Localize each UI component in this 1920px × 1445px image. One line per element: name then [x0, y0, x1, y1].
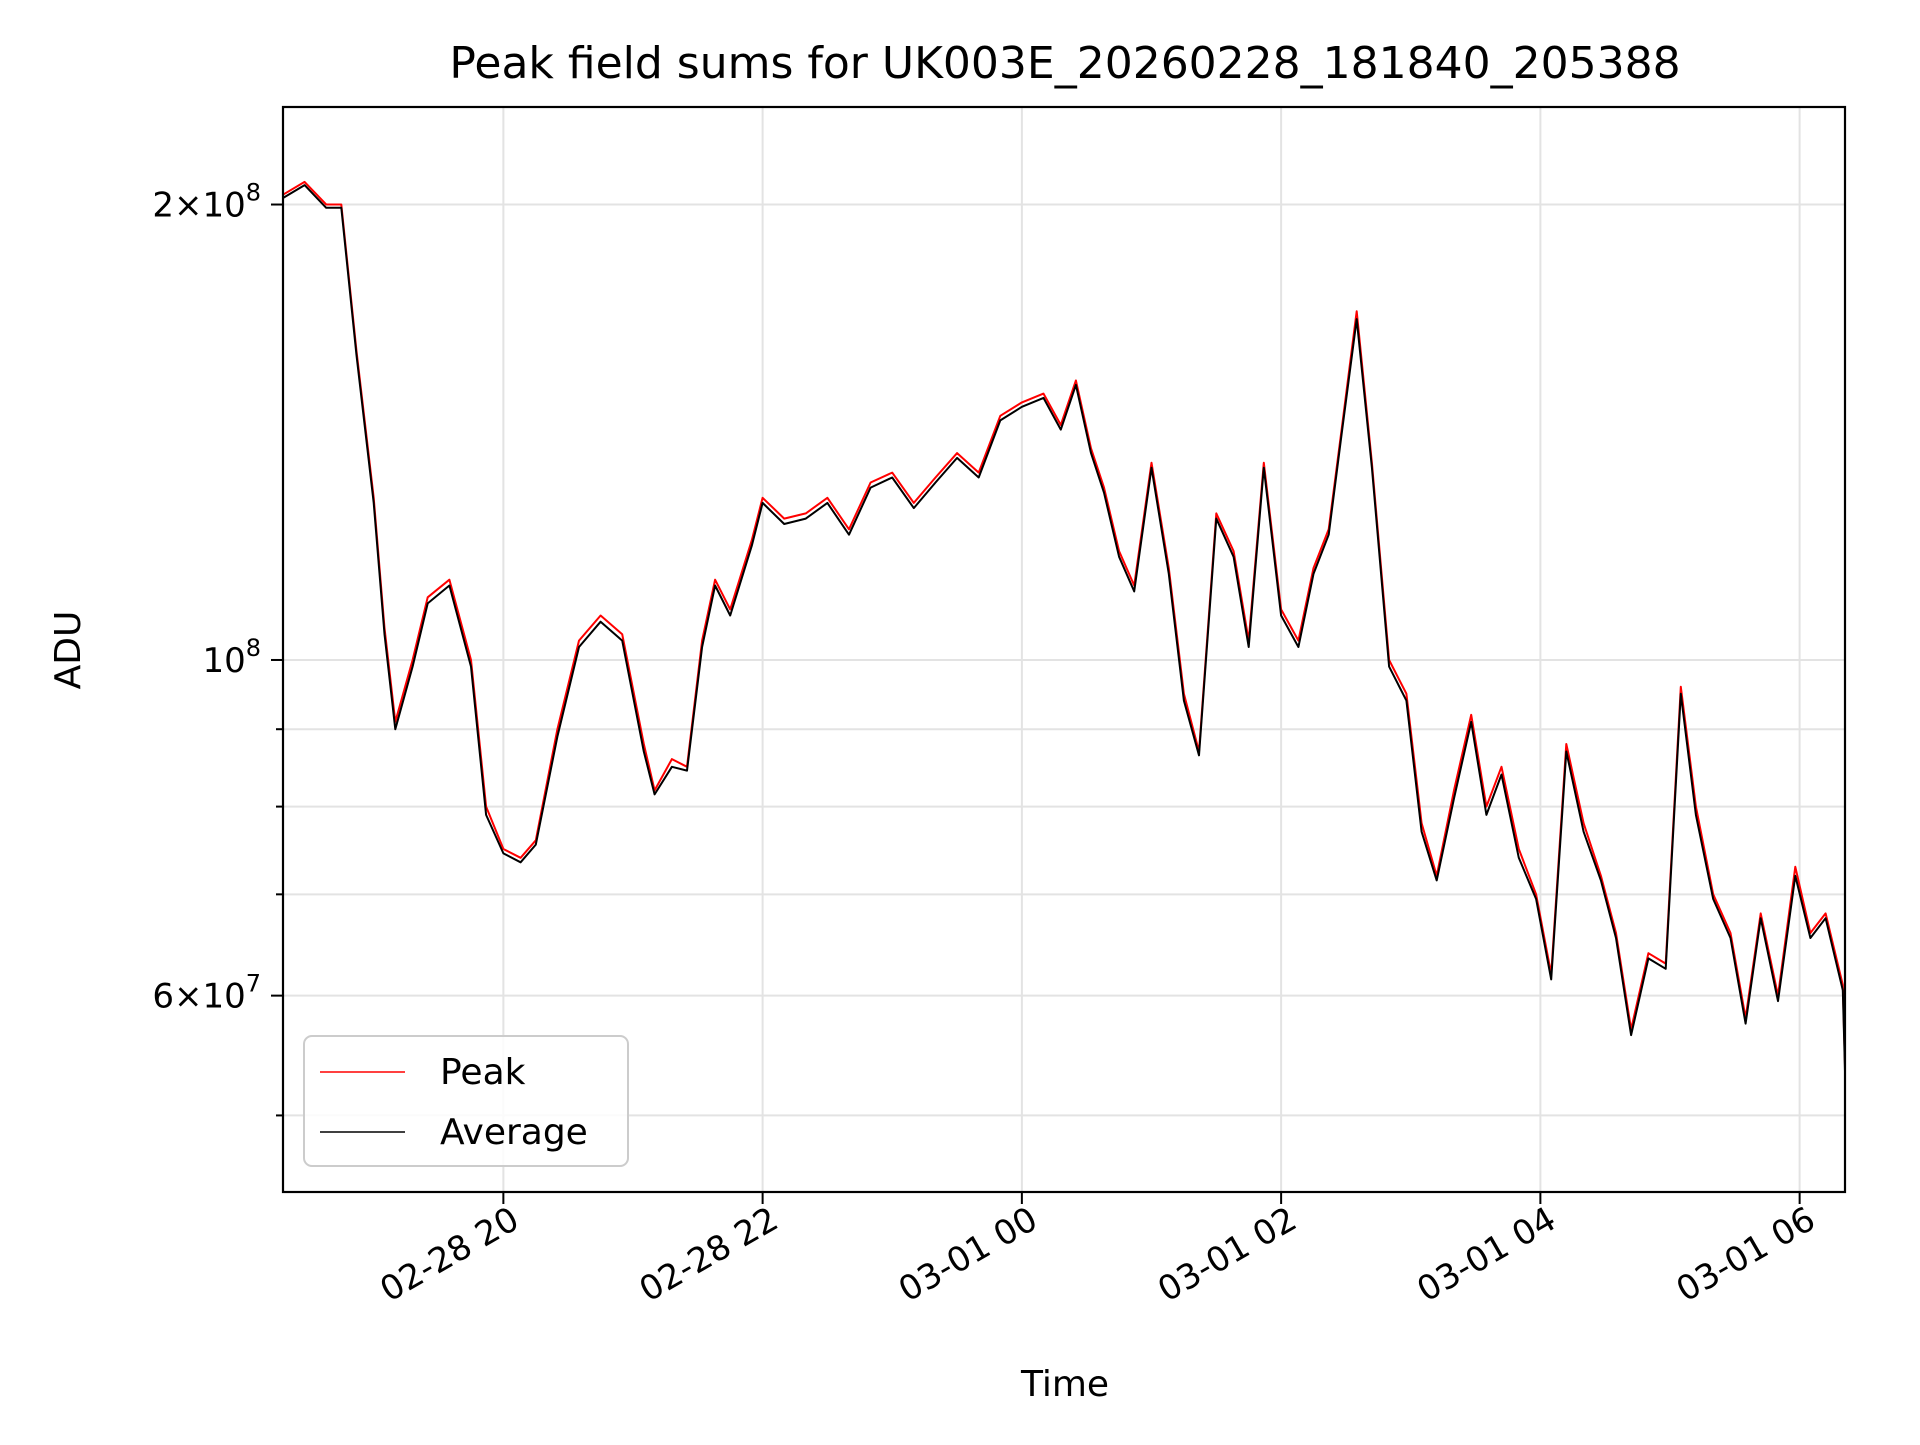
legend-label-average: Average [440, 1112, 588, 1153]
y-tick-label: 6×107 [152, 970, 261, 1017]
y-axis-label: ADU [48, 611, 89, 690]
plot-area-frame [281, 105, 1847, 1194]
legend-label-peak: Peak [440, 1052, 526, 1093]
legend: Peak Average [303, 1035, 629, 1167]
y-tick-label: 108 [202, 634, 261, 681]
y-tick-label: 2×108 [152, 179, 261, 226]
legend-box [303, 1035, 629, 1167]
x-axis-label: Time [1020, 1364, 1109, 1405]
chart-title: Peak field sums for UK003E_20260228_1818… [449, 38, 1680, 89]
